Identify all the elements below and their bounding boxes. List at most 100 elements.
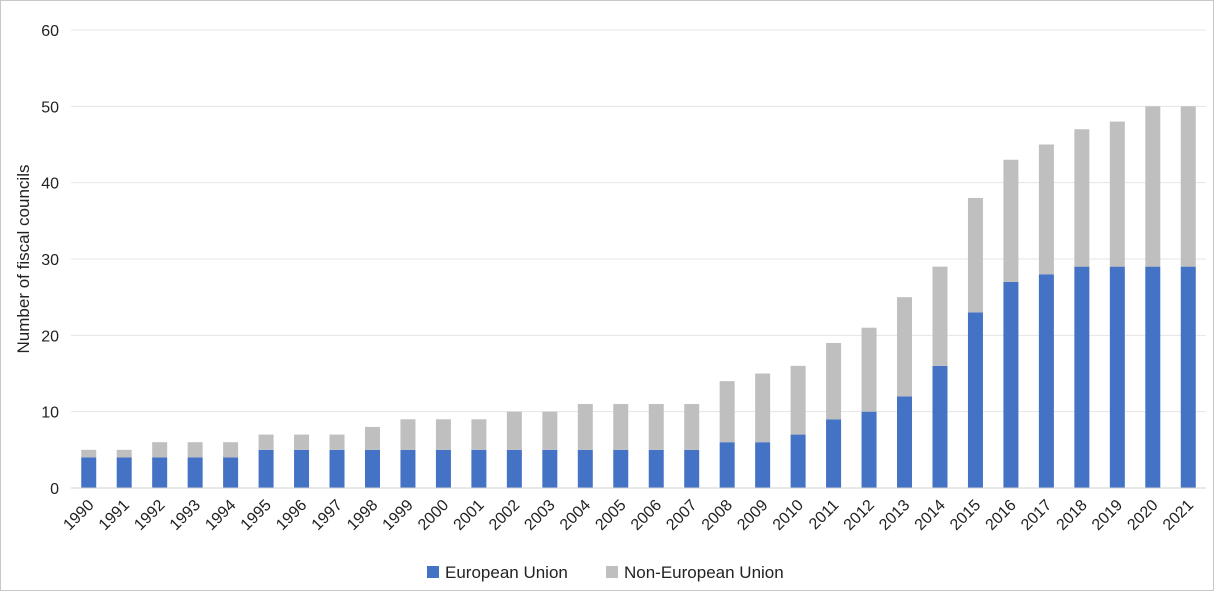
bar-eu-1997 — [329, 449, 345, 488]
x-tick-label: 2007 — [663, 497, 700, 534]
x-tick-label: 2011 — [806, 497, 842, 533]
bar-eu-2006 — [648, 449, 664, 488]
bar-eu-2010 — [790, 434, 806, 488]
legend-item-eu: European Union — [427, 563, 568, 582]
bars — [81, 106, 1196, 488]
x-tick-label: 1990 — [60, 497, 97, 534]
legend-item-non-eu: Non-European Union — [606, 563, 784, 582]
bar-non-eu-2005 — [613, 404, 629, 450]
bar-eu-2021 — [1180, 266, 1196, 488]
bar-non-eu-2006 — [648, 404, 664, 450]
bar-non-eu-2013 — [897, 297, 913, 397]
bar-non-eu-1994 — [223, 442, 239, 458]
y-tick-label: 30 — [41, 252, 59, 269]
bar-non-eu-2007 — [684, 404, 700, 450]
bar-non-eu-2003 — [542, 411, 558, 450]
x-tick-label: 1995 — [238, 497, 275, 534]
x-tick-label: 1999 — [380, 497, 417, 534]
bar-non-eu-1991 — [116, 449, 132, 458]
bar-non-eu-2021 — [1180, 106, 1196, 267]
x-tick-label: 1997 — [309, 497, 346, 534]
bar-eu-2000 — [435, 449, 451, 488]
bar-eu-1991 — [116, 457, 132, 488]
bar-non-eu-2009 — [755, 373, 771, 443]
x-tick-label: 2016 — [983, 497, 1020, 534]
bar-non-eu-1996 — [294, 434, 310, 450]
gridlines — [71, 29, 1206, 413]
x-tick-label: 2021 — [1160, 497, 1197, 534]
bar-eu-2013 — [897, 396, 913, 488]
bar-non-eu-2002 — [506, 411, 522, 450]
bar-non-eu-1995 — [258, 434, 274, 450]
x-tick-label: 2018 — [1053, 497, 1090, 534]
y-tick-label: 10 — [41, 405, 59, 422]
y-tick-label: 0 — [50, 481, 59, 498]
bar-non-eu-1990 — [81, 449, 97, 458]
bar-eu-2002 — [506, 449, 522, 488]
x-tick-label: 2009 — [734, 497, 771, 534]
bar-non-eu-1997 — [329, 434, 345, 450]
bar-non-eu-2010 — [790, 365, 806, 435]
x-tick-label: 1992 — [131, 497, 168, 534]
bar-eu-1995 — [258, 449, 274, 488]
x-tick-label: 2017 — [1018, 497, 1055, 534]
x-tick-label: 1994 — [202, 497, 239, 534]
x-tick-label: 2012 — [841, 497, 878, 534]
bar-eu-1990 — [81, 457, 97, 488]
x-tick-label: 2005 — [592, 497, 629, 534]
bar-eu-2015 — [967, 312, 983, 488]
bar-non-eu-2017 — [1038, 144, 1054, 275]
x-tick-label: 2015 — [947, 497, 984, 534]
y-tick-label: 40 — [41, 176, 59, 193]
bar-eu-2001 — [471, 449, 487, 488]
bar-non-eu-2015 — [967, 197, 983, 313]
x-axis-ticks: 1990199119921993199419951996199719981999… — [60, 497, 1197, 534]
bar-eu-1998 — [364, 449, 380, 488]
bar-eu-2014 — [932, 365, 948, 488]
bar-non-eu-2012 — [861, 327, 877, 412]
bar-non-eu-2001 — [471, 419, 487, 450]
x-tick-label: 2008 — [699, 497, 736, 534]
x-tick-label: 2002 — [486, 497, 523, 534]
bar-eu-2020 — [1145, 266, 1161, 488]
bar-eu-1994 — [223, 457, 239, 488]
bar-eu-2018 — [1074, 266, 1090, 488]
bar-non-eu-1992 — [152, 442, 168, 458]
bar-non-eu-2011 — [826, 342, 842, 420]
x-tick-label: 1993 — [167, 497, 204, 534]
bar-eu-2009 — [755, 442, 771, 488]
legend-label-eu: European Union — [445, 563, 568, 582]
x-tick-label: 1998 — [344, 497, 381, 534]
x-tick-label: 1991 — [96, 497, 133, 534]
bar-eu-2008 — [719, 442, 735, 488]
x-tick-label: 2019 — [1089, 497, 1126, 534]
legend-swatch-eu — [427, 566, 439, 578]
legend-label-non-eu: Non-European Union — [624, 563, 784, 582]
bar-eu-2012 — [861, 411, 877, 488]
legend-swatch-non-eu — [606, 566, 618, 578]
bar-non-eu-2019 — [1109, 121, 1125, 267]
bar-non-eu-2016 — [1003, 159, 1019, 282]
x-tick-label: 2014 — [912, 497, 949, 534]
bar-eu-2007 — [684, 449, 700, 488]
y-tick-label: 20 — [41, 328, 59, 345]
bar-eu-1993 — [187, 457, 203, 488]
x-tick-label: 1996 — [273, 497, 310, 534]
bar-non-eu-2008 — [719, 381, 735, 443]
bar-non-eu-1998 — [364, 426, 380, 450]
bar-non-eu-1993 — [187, 442, 203, 458]
bar-eu-2016 — [1003, 281, 1019, 488]
bar-eu-1999 — [400, 449, 416, 488]
bar-eu-2019 — [1109, 266, 1125, 488]
bar-non-eu-2020 — [1145, 106, 1161, 267]
x-tick-label: 2001 — [451, 497, 488, 534]
bar-non-eu-2000 — [435, 419, 451, 450]
bar-non-eu-2018 — [1074, 129, 1090, 267]
y-axis-ticks: 0 10 20 30 40 50 60 — [41, 23, 59, 498]
bar-eu-1992 — [152, 457, 168, 488]
bar-eu-2011 — [826, 419, 842, 488]
x-tick-label: 2003 — [521, 497, 558, 534]
bar-eu-1996 — [294, 449, 310, 488]
